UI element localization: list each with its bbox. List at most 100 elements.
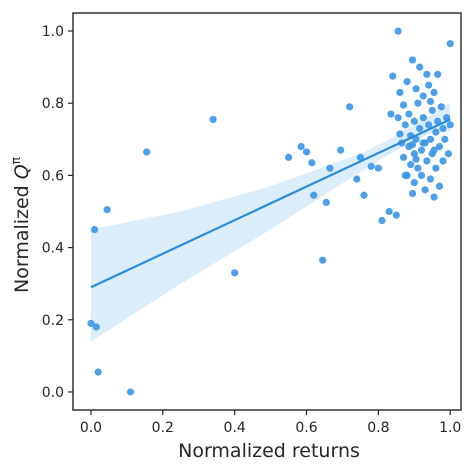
data-point: [401, 171, 409, 180]
data-point: [437, 103, 445, 111]
data-point: [444, 150, 453, 158]
data-point: [326, 164, 334, 172]
data-point: [396, 88, 404, 96]
data-point: [416, 63, 424, 71]
x-tick-label: 0.6: [295, 420, 317, 436]
data-point: [360, 191, 368, 199]
data-point: [430, 193, 438, 201]
data-point: [423, 70, 431, 78]
data-point: [426, 175, 435, 183]
data-point: [430, 146, 438, 154]
data-point: [92, 323, 100, 331]
data-point: [90, 225, 99, 234]
data-point: [412, 85, 420, 93]
data-point: [297, 142, 305, 151]
data-point: [435, 182, 444, 190]
data-point: [103, 206, 111, 214]
data-point: [337, 146, 345, 154]
plot-area: [87, 27, 454, 396]
data-point: [414, 99, 422, 107]
data-point: [399, 153, 408, 161]
data-point: [231, 269, 239, 277]
data-point: [412, 135, 420, 143]
x-axis-label: Normalized returns: [178, 440, 360, 462]
data-point: [346, 103, 354, 111]
data-point: [367, 162, 375, 170]
data-point: [209, 115, 217, 124]
y-axis-ticks: 0.0 0.2 0.4 0.6 0.8 1.0: [42, 24, 73, 401]
data-point: [403, 77, 411, 86]
y-tick-label: 0.2: [42, 313, 64, 329]
data-point: [410, 150, 418, 158]
data-point: [396, 130, 404, 138]
data-point: [426, 135, 435, 143]
data-point: [374, 164, 382, 172]
data-point: [428, 106, 436, 115]
data-point: [401, 121, 409, 129]
data-points: [87, 27, 454, 396]
data-point: [143, 148, 151, 156]
y-axis-label-text: Normalized: [11, 179, 33, 293]
data-point: [356, 153, 365, 161]
y-axis-label-superscript: π: [9, 157, 23, 164]
data-point: [446, 121, 454, 129]
data-point: [423, 157, 431, 165]
data-point: [394, 114, 402, 122]
data-point: [378, 216, 386, 225]
data-point: [432, 128, 440, 136]
x-tick-label: 0.4: [224, 420, 246, 436]
regression-line: [90, 118, 451, 289]
data-point: [421, 186, 429, 194]
data-point: [408, 189, 417, 198]
data-point: [425, 81, 433, 89]
x-tick-label: 0.0: [80, 420, 102, 436]
data-point: [425, 121, 433, 129]
data-point: [410, 179, 418, 187]
data-point: [87, 319, 95, 327]
data-point: [387, 110, 395, 118]
data-point: [322, 198, 330, 207]
data-point: [407, 160, 415, 169]
data-point: [417, 171, 426, 180]
y-tick-label: 0.0: [42, 385, 64, 401]
y-tick-label: 0.4: [42, 241, 64, 257]
data-point: [353, 175, 361, 183]
y-tick-label: 1.0: [42, 24, 64, 40]
data-point: [419, 139, 427, 147]
data-point: [408, 56, 417, 64]
y-tick-label: 0.8: [42, 96, 64, 112]
y-axis-label: Normalized Qπ: [9, 157, 33, 293]
data-point: [385, 207, 393, 216]
data-point: [432, 164, 440, 172]
data-point: [441, 135, 449, 143]
data-point: [439, 124, 447, 133]
data-point: [416, 124, 424, 133]
data-point: [434, 70, 442, 78]
x-axis-ticks: 0.0 0.2 0.4 0.6 0.8 1.0: [80, 410, 461, 436]
data-point: [412, 155, 420, 163]
y-axis-label-symbol: Q: [11, 164, 33, 179]
data-point: [394, 27, 402, 35]
confidence-band: [91, 103, 451, 342]
data-point: [430, 88, 438, 96]
data-point: [126, 388, 135, 396]
data-point: [435, 142, 444, 151]
x-tick-label: 0.8: [367, 420, 389, 436]
data-point: [419, 114, 427, 122]
axes-frame: [72, 12, 462, 411]
data-point: [419, 92, 427, 100]
data-point: [446, 40, 454, 48]
data-point: [426, 97, 435, 106]
data-point: [410, 117, 418, 125]
data-point: [439, 157, 447, 165]
data-point: [434, 117, 442, 125]
data-point: [94, 368, 102, 376]
data-point: [308, 159, 316, 167]
data-point: [392, 211, 400, 219]
data-point: [417, 146, 426, 154]
data-point: [389, 72, 397, 80]
data-point: [414, 164, 422, 172]
x-tick-label: 0.2: [152, 420, 174, 436]
data-point: [319, 256, 327, 264]
